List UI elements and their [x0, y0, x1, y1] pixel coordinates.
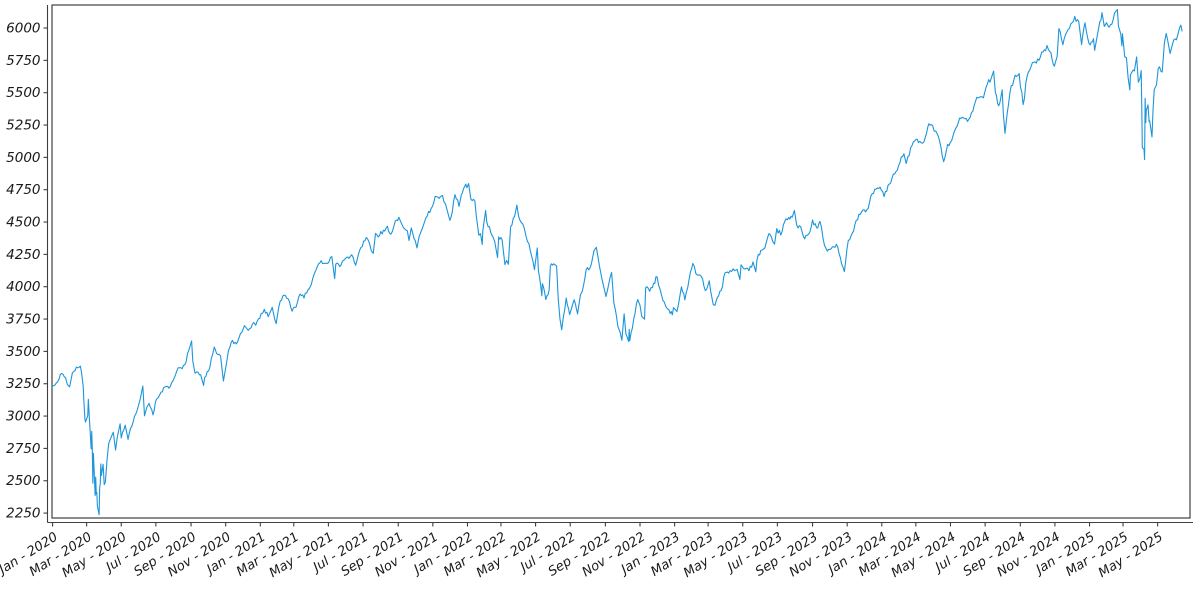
- y-tick-label: 4000: [6, 279, 40, 295]
- y-tick-label: 5750: [6, 53, 40, 69]
- y-tick-label: 3000: [6, 409, 40, 425]
- y-tick-label: 3250: [6, 376, 40, 392]
- y-tick-label: 5250: [6, 118, 40, 134]
- y-tick-label: 6000: [6, 21, 40, 37]
- y-tick-label: 3500: [6, 344, 40, 360]
- y-tick-label: 2500: [6, 473, 40, 489]
- y-tick-label: 5500: [6, 85, 40, 101]
- plot-area-border: [51, 4, 1191, 519]
- price-line-series: [52, 8, 1183, 516]
- y-tick-label: 3750: [6, 312, 40, 328]
- y-tick-label: 2750: [6, 441, 40, 457]
- y-tick-label: 2250: [6, 506, 40, 522]
- price-line: [52, 8, 1183, 516]
- y-tick-label: 4500: [6, 215, 40, 231]
- y-axis: 2250 2500 2750 3000 3250 3500 3750 4000 4250 4500…: [6, 21, 48, 522]
- y-tick-label: 5000: [6, 150, 40, 166]
- plot-frame: [46, 4, 1193, 524]
- y-tick-label: 4250: [6, 247, 40, 263]
- y-tick-label: 4750: [6, 182, 40, 198]
